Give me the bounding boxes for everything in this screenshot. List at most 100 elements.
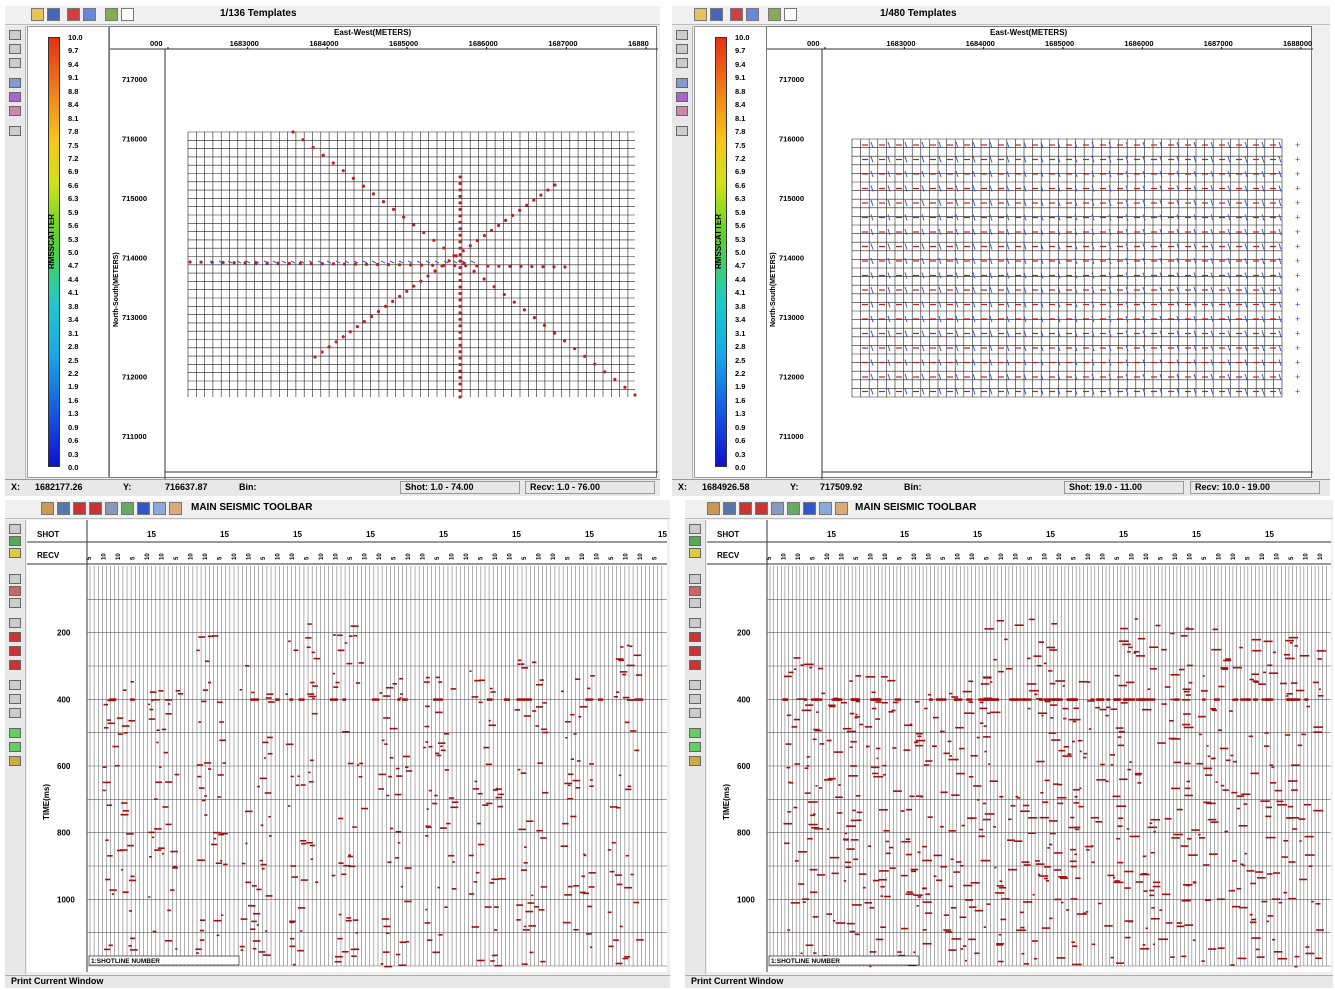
- source-mark: [1176, 214, 1180, 221]
- tool-icon-2[interactable]: [689, 536, 701, 546]
- seismic-section[interactable]: SHOTRECV15151515151515151510105101051010…: [27, 520, 667, 972]
- tool-icon-6[interactable]: [676, 106, 688, 116]
- tool-icon-c[interactable]: [739, 502, 752, 515]
- tool-icon-2[interactable]: [9, 536, 21, 546]
- tool-icon-5[interactable]: [689, 586, 701, 596]
- tool-icon-h[interactable]: [153, 502, 166, 515]
- tool-icon-16[interactable]: [689, 756, 701, 766]
- tool-icon-g[interactable]: [803, 502, 816, 515]
- save-icon[interactable]: [710, 8, 723, 21]
- wiggle-peak: [1118, 730, 1125, 733]
- tool-icon-a[interactable]: [41, 502, 54, 515]
- receiver-point: [398, 294, 402, 298]
- tool-icon-11[interactable]: [9, 680, 21, 690]
- source-mark: [1057, 344, 1061, 352]
- tool-icon-b[interactable]: [57, 502, 70, 515]
- tool-icon-a[interactable]: [707, 502, 720, 515]
- tool-icon-13[interactable]: [689, 708, 701, 718]
- grid-icon[interactable]: [105, 8, 118, 21]
- wiggle-peak: [809, 868, 818, 871]
- tool-icon-9[interactable]: [689, 646, 701, 656]
- tool-icon-8[interactable]: [689, 632, 701, 642]
- tool-icon-5[interactable]: [9, 586, 21, 596]
- print-current-window[interactable]: Print Current Window: [5, 975, 670, 988]
- tool-icon-e[interactable]: [771, 502, 784, 515]
- chart-icon[interactable]: [730, 8, 743, 21]
- tool-icon-7[interactable]: [9, 618, 21, 628]
- grid-icon[interactable]: [768, 8, 781, 21]
- bottom-left-window: MAIN SEISMIC TOOLBAR SHOT RECV 15 15 15 15 15 1…: [5, 500, 670, 988]
- tool-icon-6[interactable]: [9, 598, 21, 608]
- reflector-peak: [503, 698, 511, 701]
- tool-icon-c[interactable]: [73, 502, 86, 515]
- tool-icon-14[interactable]: [689, 728, 701, 738]
- tool-icon-f[interactable]: [787, 502, 800, 515]
- tool-icon-1[interactable]: [689, 524, 701, 534]
- tool-icon-4[interactable]: [676, 78, 688, 88]
- seismic-section[interactable]: SHOTRECV15151515151515151510105101051010…: [707, 520, 1331, 972]
- tool-icon-9[interactable]: [9, 646, 21, 656]
- tool-icon-1[interactable]: [9, 30, 21, 40]
- tool-icon-d[interactable]: [755, 502, 768, 515]
- open-icon[interactable]: [694, 8, 707, 21]
- tool-icon-f[interactable]: [121, 502, 134, 515]
- axis-icon[interactable]: [121, 8, 134, 21]
- wiggle-peak: [239, 688, 243, 691]
- tool-icon-4[interactable]: [9, 574, 21, 584]
- wiggle-peak: [845, 866, 852, 869]
- x-tick-label: 16880: [628, 39, 649, 48]
- tool-icon-15[interactable]: [9, 742, 21, 752]
- wiggle-peak: [869, 951, 877, 953]
- tool-icon-3[interactable]: [9, 58, 21, 68]
- tool-icon-12[interactable]: [9, 694, 21, 704]
- open-icon[interactable]: [31, 8, 44, 21]
- tool-icon-3[interactable]: [676, 58, 688, 68]
- wiggle-peak: [1159, 909, 1163, 911]
- tool-icon-2[interactable]: [676, 44, 688, 54]
- tool-icon-e[interactable]: [105, 502, 118, 515]
- tool-icon-5[interactable]: [9, 92, 21, 102]
- map-plot[interactable]: East-West(METERS) 000 1683000 1684000 168500…: [109, 26, 658, 479]
- tool-icon-3[interactable]: [689, 548, 701, 558]
- tool-icon-b[interactable]: [723, 502, 736, 515]
- tool-icon-6[interactable]: [689, 598, 701, 608]
- tool-icon-14[interactable]: [9, 728, 21, 738]
- tool-icon-g[interactable]: [137, 502, 150, 515]
- tool-icon-16[interactable]: [9, 756, 21, 766]
- print-current-window[interactable]: Print Current Window: [685, 975, 1333, 988]
- tool-icon-h[interactable]: [819, 502, 832, 515]
- chart-icon[interactable]: [67, 8, 80, 21]
- tool-icon-5[interactable]: [676, 92, 688, 102]
- tool-icon-i[interactable]: [835, 502, 848, 515]
- tool-icon-10[interactable]: [689, 660, 701, 670]
- source-mark: [1176, 228, 1180, 236]
- tool-icon-7[interactable]: [9, 126, 21, 136]
- tool-icon-1[interactable]: [676, 30, 688, 40]
- map-plot[interactable]: East-West(METERS) 000 1683000 1684000 168500…: [766, 26, 1313, 479]
- tool-icon-1[interactable]: [9, 524, 21, 534]
- tool-icon-i[interactable]: [169, 502, 182, 515]
- save-icon[interactable]: [47, 8, 60, 21]
- source-mark: [1278, 330, 1282, 337]
- tool-icon-10[interactable]: [9, 660, 21, 670]
- reflector-peak: [1286, 698, 1296, 701]
- wiggle-peak: [170, 850, 178, 853]
- tool-icon-4[interactable]: [689, 574, 701, 584]
- tool-icon-11[interactable]: [689, 680, 701, 690]
- axis-icon[interactable]: [784, 8, 797, 21]
- tool-icon-4[interactable]: [9, 78, 21, 88]
- wiggle-peak: [102, 789, 106, 792]
- tool-icon-15[interactable]: [689, 742, 701, 752]
- tool-icon-2[interactable]: [9, 44, 21, 54]
- tool-icon-3[interactable]: [9, 548, 21, 558]
- wiggle-peak: [264, 792, 272, 794]
- tool-icon-7[interactable]: [676, 126, 688, 136]
- tool-icon-6[interactable]: [9, 106, 21, 116]
- tool-icon-d[interactable]: [89, 502, 102, 515]
- tool-icon-12[interactable]: [689, 694, 701, 704]
- layers-icon[interactable]: [746, 8, 759, 21]
- tool-icon-13[interactable]: [9, 708, 21, 718]
- tool-icon-7[interactable]: [689, 618, 701, 628]
- layers-icon[interactable]: [83, 8, 96, 21]
- tool-icon-8[interactable]: [9, 632, 21, 642]
